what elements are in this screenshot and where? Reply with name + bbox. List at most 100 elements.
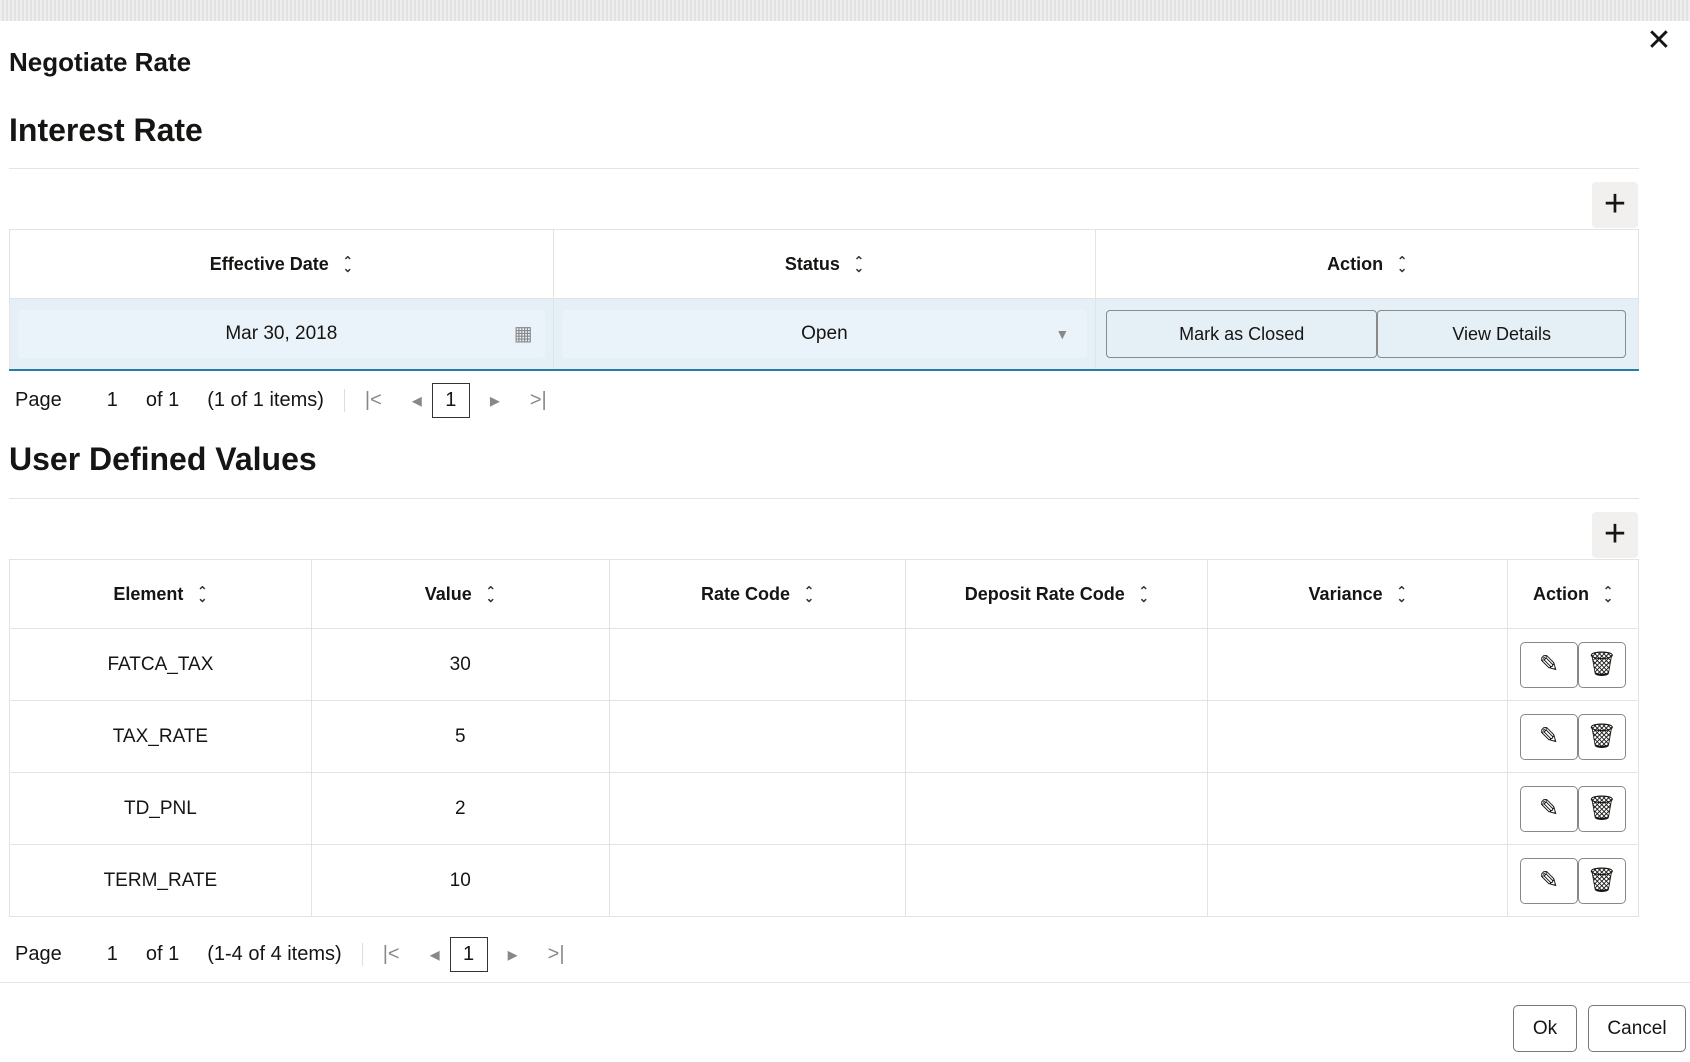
rate-code-cell — [608, 700, 907, 773]
column-label: Effective Date — [209, 253, 329, 274]
table-row: FATCA_TAX 30 ✎ 🗑 — [9, 628, 1639, 701]
user-defined-values-table: Element ⌃ ⌄ Value ⌃ ⌄ Rate Code ⌃ ⌄ Deposit Ra… — [9, 559, 1639, 917]
last-page-icon[interactable]: >| — [547, 943, 565, 965]
column-element[interactable]: Element ⌃ ⌄ — [9, 559, 312, 629]
sort-icon[interactable]: ⌃ ⌄ — [485, 583, 496, 605]
effective-date-value: Mar 30, 2018 — [225, 322, 338, 344]
table-row: TERM_RATE 10 ✎ 🗑 — [9, 844, 1639, 917]
delete-button[interactable]: 🗑 — [1578, 713, 1626, 760]
last-page-icon[interactable]: >| — [529, 389, 547, 411]
table-row: TD_PNL 2 ✎ 🗑 — [9, 772, 1639, 845]
delete-button[interactable]: 🗑 — [1578, 641, 1626, 688]
next-page-icon[interactable]: ▸ — [489, 390, 500, 412]
variance-cell — [1207, 772, 1509, 845]
column-label: Action — [1327, 253, 1384, 274]
items-count: (1 of 1 items) — [207, 389, 345, 412]
footer-divider — [0, 982, 1690, 983]
status-select[interactable]: Open ▼ — [561, 309, 1088, 358]
trash-icon: 🗑 — [1586, 650, 1618, 678]
pencil-icon: ✎ — [1538, 866, 1560, 894]
deposit-rate-code-cell — [905, 772, 1209, 845]
edit-button[interactable]: ✎ — [1520, 785, 1578, 832]
element-cell: FATCA_TAX — [9, 628, 312, 701]
table-row: TAX_RATE 5 ✎ 🗑 — [9, 700, 1639, 773]
cancel-button[interactable]: Cancel — [1588, 1005, 1686, 1052]
column-action[interactable]: Action ⌃ ⌄ — [1507, 559, 1639, 629]
status-value: Open — [801, 322, 848, 344]
plus-icon: + — [1603, 513, 1627, 555]
column-label: Variance — [1308, 583, 1383, 604]
column-variance[interactable]: Variance ⌃ ⌄ — [1207, 559, 1509, 629]
dialog-title: Negotiate Rate — [9, 47, 192, 77]
chevron-down-icon: ▼ — [1055, 325, 1070, 342]
edit-button[interactable]: ✎ — [1520, 641, 1578, 688]
column-effective-date[interactable]: Effective Date ⌃ ⌄ — [9, 229, 554, 299]
column-label: Deposit Rate Code — [964, 583, 1125, 604]
plus-icon: + — [1603, 183, 1627, 225]
sort-icon[interactable]: ⌃ ⌄ — [1397, 253, 1408, 275]
page-number[interactable]: 1 — [106, 389, 118, 411]
previous-page-icon[interactable]: ◂ — [429, 944, 440, 966]
table-row: Mar 30, 2018 ▦ Open ▼ Mark as Closed View D… — [9, 298, 1639, 371]
value-cell: 10 — [310, 844, 610, 917]
column-deposit-rate-code[interactable]: Deposit Rate Code ⌃ ⌄ — [905, 559, 1209, 629]
sort-icon[interactable]: ⌃ ⌄ — [853, 253, 864, 275]
first-page-icon[interactable]: |< — [382, 943, 400, 965]
column-value[interactable]: Value ⌃ ⌄ — [310, 559, 610, 629]
sort-icon[interactable]: ⌃ ⌄ — [342, 253, 353, 275]
interest-rate-table: Effective Date ⌃ ⌄ Status ⌃ ⌄ Action ⌃ ⌄ Mar 3… — [9, 229, 1639, 371]
page-number[interactable]: 1 — [106, 943, 118, 965]
delete-button[interactable]: 🗑 — [1578, 785, 1626, 832]
table-header: Effective Date ⌃ ⌄ Status ⌃ ⌄ Action ⌃ ⌄ — [9, 229, 1639, 299]
trash-icon: 🗑 — [1586, 722, 1618, 750]
current-page-box[interactable]: 1 — [431, 383, 470, 418]
column-action[interactable]: Action ⌃ ⌄ — [1095, 229, 1639, 299]
edit-button[interactable]: ✎ — [1520, 713, 1578, 760]
sort-icon[interactable]: ⌃ ⌄ — [1396, 583, 1407, 605]
value-cell: 5 — [310, 700, 610, 773]
table-header: Element ⌃ ⌄ Value ⌃ ⌄ Rate Code ⌃ ⌄ Deposit Ra… — [9, 559, 1639, 629]
close-icon[interactable]: ✕ — [1646, 24, 1672, 57]
current-page-box[interactable]: 1 — [449, 937, 488, 972]
trash-icon: 🗑 — [1586, 866, 1618, 894]
sort-icon[interactable]: ⌃ ⌄ — [803, 583, 815, 605]
add-user-defined-value-button[interactable]: + — [1592, 512, 1638, 558]
view-details-button[interactable]: View Details — [1377, 309, 1627, 358]
interest-rate-heading: Interest Rate — [9, 112, 203, 148]
variance-cell — [1207, 628, 1509, 701]
previous-page-icon[interactable]: ◂ — [411, 390, 422, 412]
pencil-icon: ✎ — [1538, 722, 1560, 750]
column-label: Value — [424, 583, 472, 604]
divider — [9, 168, 1639, 169]
background-overlay — [0, 0, 1690, 21]
add-interest-rate-button[interactable]: + — [1592, 182, 1638, 228]
edit-button[interactable]: ✎ — [1520, 857, 1578, 904]
column-label: Rate Code — [700, 583, 790, 604]
page-count: of 1 — [145, 389, 180, 411]
element-cell: TERM_RATE — [9, 844, 312, 917]
column-label: Element — [113, 583, 184, 604]
ok-button[interactable]: Ok — [1513, 1005, 1577, 1052]
next-page-icon[interactable]: ▸ — [507, 944, 518, 966]
value-cell: 2 — [310, 772, 610, 845]
effective-date-input[interactable]: Mar 30, 2018 ▦ — [18, 309, 545, 358]
sort-icon[interactable]: ⌃ ⌄ — [1602, 583, 1614, 605]
mark-as-closed-button[interactable]: Mark as Closed — [1106, 309, 1378, 358]
column-status[interactable]: Status ⌃ ⌄ — [552, 229, 1097, 299]
first-page-icon[interactable]: |< — [364, 389, 382, 411]
column-rate-code[interactable]: Rate Code ⌃ ⌄ — [608, 559, 907, 629]
user-defined-values-heading: User Defined Values — [9, 441, 317, 477]
pencil-icon: ✎ — [1538, 650, 1560, 678]
rate-code-cell — [608, 844, 907, 917]
column-label: Status — [784, 253, 840, 274]
deposit-rate-code-cell — [905, 844, 1209, 917]
interest-rate-pager: Page 1 of 1 (1 of 1 items) |< ◂ 1 ▸ >| — [15, 383, 567, 418]
sort-icon[interactable]: ⌃ ⌄ — [1138, 583, 1149, 605]
sort-icon[interactable]: ⌃ ⌄ — [197, 583, 208, 605]
page-label: Page — [15, 389, 62, 411]
delete-button[interactable]: 🗑 — [1578, 857, 1626, 904]
deposit-rate-code-cell — [905, 700, 1209, 773]
calendar-icon[interactable]: ▦ — [513, 323, 533, 346]
page-count: of 1 — [145, 943, 180, 965]
page-label: Page — [15, 943, 62, 965]
